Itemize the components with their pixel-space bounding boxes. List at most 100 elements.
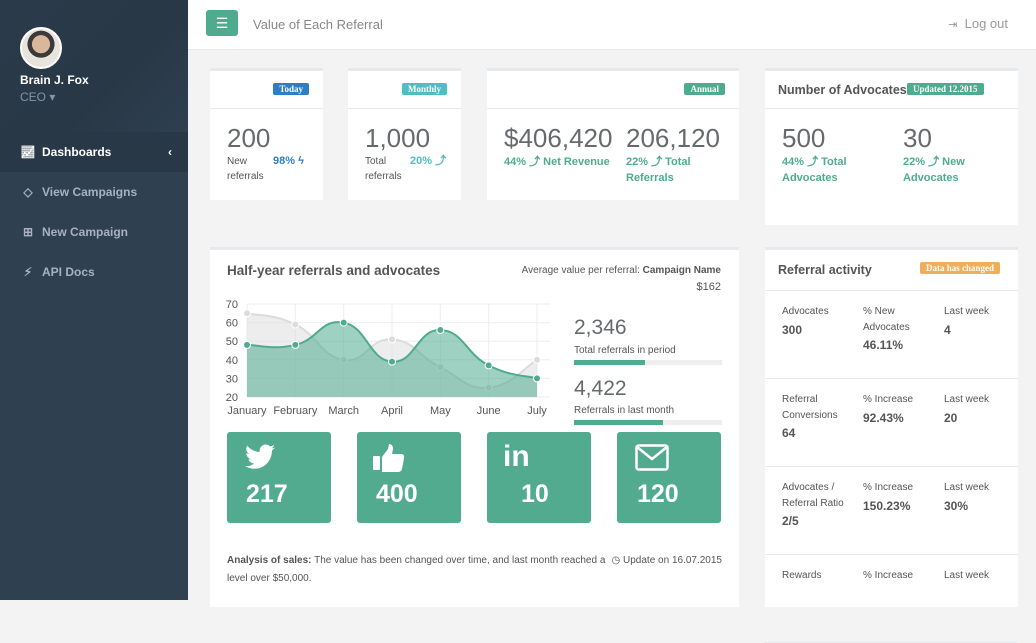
sign-out-icon: ⇥: [948, 19, 958, 31]
card-header: Annual: [487, 71, 739, 109]
sidebar-item-api-docs[interactable]: ⚡︎ API Docs: [0, 252, 188, 292]
twitter-icon: [245, 444, 275, 469]
email-tile[interactable]: 120: [617, 432, 721, 523]
monthly-card: Monthly 1,000 Total referrals 20% ⤴: [348, 68, 461, 200]
x-tick-label: July: [527, 405, 547, 417]
activity-cell: Advocates 300: [782, 304, 852, 338]
email-count: 120: [637, 480, 679, 508]
sidebar-item-label: API Docs: [42, 265, 95, 279]
today-badge: Today: [273, 83, 309, 95]
thumbs-up-icon: [373, 444, 405, 472]
last-month-label: Referrals in last month: [574, 405, 675, 416]
activity-cell: % Increase 92.43%: [863, 392, 938, 426]
sidebar-item-view-campaigns[interactable]: ◇ View Campaigns: [0, 172, 188, 212]
activity-cell: % Increase: [863, 568, 938, 587]
data-point: [533, 374, 541, 383]
total-referrals-value: 206,120: [626, 123, 720, 153]
data-point: [388, 357, 396, 366]
twitter-count: 217: [246, 480, 288, 508]
activity-row: Rewards % Increase Last week: [765, 555, 1018, 643]
area-chart: 20 30 40 50 60 70 January February March April May…: [226, 299, 550, 417]
last-month-progress: [574, 420, 722, 425]
total-advocates-value: 500: [782, 123, 826, 153]
x-tick-label: March: [328, 405, 359, 417]
twitter-tile[interactable]: 217: [227, 432, 331, 523]
sidebar-item-label: View Campaigns: [42, 185, 138, 199]
today-value: 200: [227, 123, 271, 153]
likes-count: 400: [376, 480, 418, 508]
updated-badge: Updated 12.2015: [907, 83, 984, 95]
total-referrals-percent: 22% ⤴ Total Referrals: [626, 156, 691, 184]
clock-icon: ◷: [611, 555, 621, 566]
activity-value: 46.11%: [863, 338, 904, 352]
profile-area: Brain J. Fox CEO ▾: [0, 0, 188, 132]
top-bar: ☰ Value of Each Referral ⇥ Log out: [188, 0, 1036, 50]
half-year-panel: Half-year referrals and advocates Averag…: [210, 247, 739, 607]
referral-activity-panel: Referral activity Data has changed Advoc…: [765, 247, 1018, 643]
activity-cell: Advocates / Referral Ratio 2/5: [782, 480, 852, 530]
plus-square-icon: ⊞: [22, 225, 34, 239]
envelope-icon: [635, 444, 669, 471]
data-point: [291, 340, 300, 349]
sidebar-item-dashboards[interactable]: 📈︎ Dashboards ‹: [0, 132, 188, 172]
diamond-icon: ◇: [23, 185, 33, 199]
total-advocates-percent: 44% ⤴ Total Advocates: [782, 156, 847, 184]
card-header: Today: [210, 71, 323, 109]
activity-cell: % Increase 150.23%: [863, 480, 938, 514]
total-referrals-period-value: 2,346: [574, 316, 627, 339]
data-point: [243, 340, 251, 349]
today-card: Today 200 New referrals 98% ϟ: [210, 68, 323, 200]
user-name: Brain J. Fox: [20, 73, 89, 87]
logout-label: Log out: [964, 16, 1008, 31]
sidebar: Brain J. Fox CEO ▾ 📈︎ Dashboards ‹ ◇ View C…: [0, 0, 188, 600]
activity-label: Last week: [944, 570, 990, 581]
data-point: [484, 361, 493, 370]
plug-icon: ⚡︎: [23, 265, 33, 279]
advocates-card: Number of Advocates Updated 12.2015 500 …: [765, 68, 1018, 225]
new-advocates-percent: 22% ⤴ New Advocates: [903, 156, 965, 184]
linkedin-tile[interactable]: in 10: [487, 432, 591, 523]
annual-card: Annual $406,420 44% ⤴ Net Revenue 206,12…: [487, 68, 739, 200]
y-tick-label: 60: [226, 318, 238, 330]
activity-row: Advocates 300 % New Advocates 46.11% Last we…: [765, 291, 1018, 379]
activity-title: Referral activity: [778, 263, 872, 277]
y-tick-label: 70: [226, 299, 238, 311]
last-month-value: 4,422: [574, 377, 627, 400]
net-revenue-percent: 44% ⤴ Net Revenue: [504, 156, 610, 168]
average-value-per-referral: Average value per referral: Campaign Nam…: [521, 265, 721, 293]
data-point: [436, 326, 445, 335]
monthly-value: 1,000: [365, 123, 431, 153]
logout-button[interactable]: ⇥ Log out: [948, 16, 1008, 31]
analysis-text: Analysis of sales: The value has been ch…: [227, 555, 606, 584]
activity-cell: % New Advocates 46.11%: [863, 304, 938, 354]
caret-down-icon: ▾: [49, 90, 56, 104]
data-point: [533, 355, 541, 364]
activity-value: 20: [944, 410, 958, 425]
y-tick-label: 30: [226, 373, 238, 385]
activity-row: Referral Conversions 64 % Increase 92.43% La…: [765, 379, 1018, 467]
monthly-badge: Monthly: [401, 83, 447, 95]
activity-label: Referral Conversions: [782, 394, 838, 421]
hamburger-icon: ☰: [215, 15, 229, 31]
sidebar-item-new-campaign[interactable]: ⊞ New Campaign: [0, 212, 188, 252]
monthly-label: Total referrals: [365, 156, 402, 182]
menu-toggle-button[interactable]: ☰: [206, 10, 238, 36]
chevron-left-icon: ‹: [168, 145, 172, 159]
activity-cell: Rewards: [782, 568, 852, 587]
x-tick-label: January: [227, 405, 267, 417]
x-tick-label: May: [430, 405, 451, 417]
linkedin-count: 10: [521, 480, 549, 508]
y-tick-label: 40: [226, 355, 238, 367]
data-point: [388, 335, 396, 344]
user-role-dropdown[interactable]: CEO ▾: [20, 90, 55, 104]
activity-value: 300: [782, 322, 803, 337]
linkedin-icon: in: [503, 440, 530, 473]
activity-label: Advocates: [782, 306, 829, 317]
likes-tile[interactable]: 400: [357, 432, 461, 523]
line-chart-icon: 📈︎: [20, 145, 36, 159]
activity-label: Last week: [944, 394, 990, 405]
avatar[interactable]: [20, 27, 62, 69]
net-revenue-value: $406,420: [504, 123, 613, 153]
today-percent: 98% ϟ: [273, 155, 304, 167]
sidebar-item-label: New Campaign: [42, 225, 129, 239]
